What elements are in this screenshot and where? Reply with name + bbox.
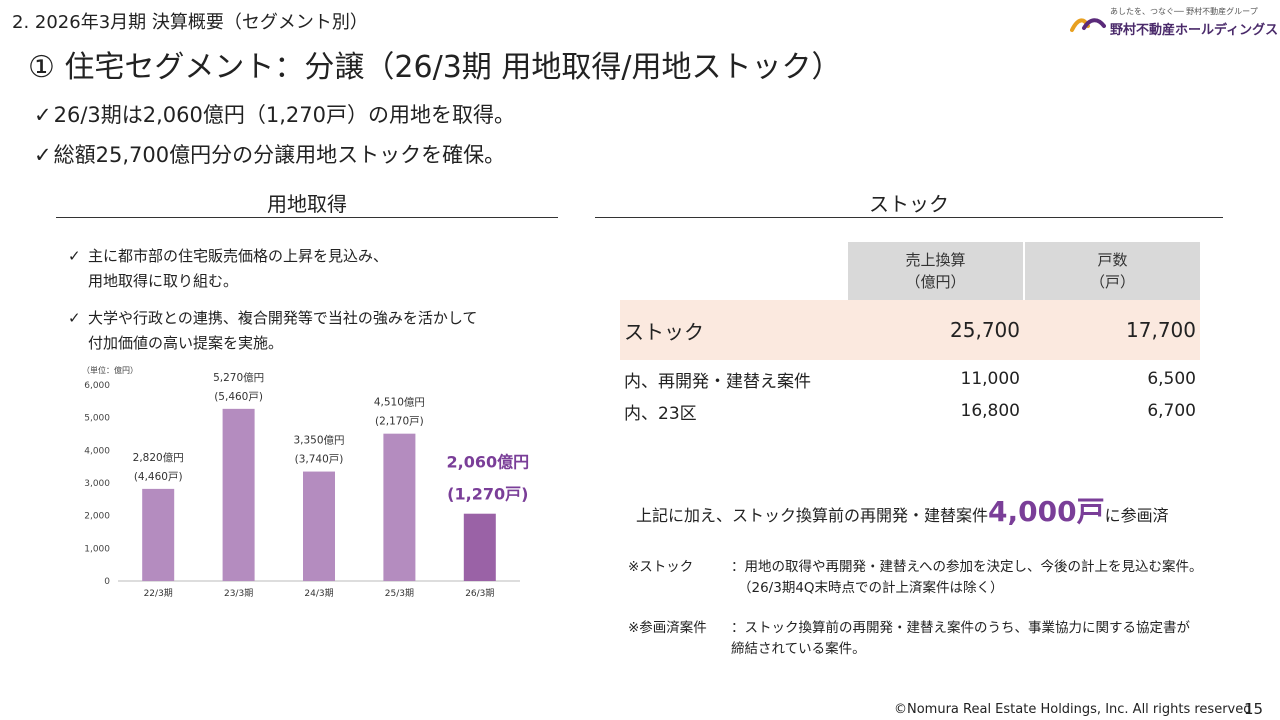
land-acquisition-heading: 用地取得 — [267, 192, 347, 216]
x-tick-label: 25/3期 — [385, 588, 414, 599]
data-label-units: (2,170戸) — [375, 416, 424, 428]
y-tick-label: 2,000 — [84, 512, 110, 522]
y-tick-label: 5,000 — [84, 414, 110, 424]
logo-name: 野村不動産ホールディングス — [1110, 23, 1279, 38]
data-label-units: (3,740戸) — [295, 454, 344, 466]
y-tick-label: 3,000 — [84, 479, 110, 489]
row-label: 内、23区 — [624, 403, 697, 424]
bar-23/3期 — [222, 408, 255, 581]
column-header-sales: 売上換算 （億円） — [848, 242, 1025, 300]
bar-26/3期 — [463, 513, 496, 581]
page-number: 15 — [1244, 700, 1264, 718]
summary-bullet-text: 26/3期は2,060億円（1,270戸）の用地を取得。 — [53, 103, 516, 127]
data-label-value: 4,510億円 — [374, 396, 425, 409]
land-acquisition-chart: （単位：億円） 0 1,000 2,000 3,000 4,000 5,000 6,000 22… — [82, 365, 529, 599]
y-tick-label: 0 — [104, 577, 110, 587]
table-row: ストック 25,700 17,700 — [620, 300, 1200, 360]
units-value: 17,700 — [1024, 300, 1200, 360]
data-label-value: 5,270億円 — [213, 371, 264, 384]
data-label-value: 2,060億円 — [446, 453, 529, 472]
logo-mark-icon — [1070, 18, 1106, 32]
summary-bullet: ✓26/3期は2,060億円（1,270戸）の用地を取得。 — [34, 99, 515, 129]
y-tick-label: 6,000 — [84, 381, 110, 391]
x-tick-label: 24/3期 — [304, 588, 333, 599]
data-label-units: (5,460戸) — [214, 391, 263, 403]
data-label-units: (1,270戸) — [447, 485, 528, 504]
units-value: 6,700 — [1147, 401, 1196, 421]
table-row: 内、再開発・建替え案件 11,000 6,500 — [620, 360, 1200, 395]
bar-22/3期 — [142, 488, 175, 581]
table-row: 内、23区 16,800 6,700 — [620, 395, 1200, 427]
sales-value: 16,800 — [960, 401, 1020, 421]
x-tick-label: 22/3期 — [144, 588, 173, 599]
sales-value: 11,000 — [960, 369, 1020, 389]
participation-units-highlight: 4,000戸 — [988, 495, 1105, 528]
bar-24/3期 — [303, 471, 335, 581]
acquisition-note: ✓ 主に都市部の住宅販売価格の上昇を見込み、 用地取得に取り組む。 — [68, 244, 548, 294]
row-label: ストック — [620, 300, 848, 360]
summary-bullet: ✓総額25,700億円分の分譲用地ストックを確保。 — [34, 139, 505, 169]
table-header-row: 売上換算 （億円） 戸数 （戸） — [620, 242, 1200, 300]
copyright-notice: ©Nomura Real Estate Holdings, Inc. All r… — [894, 702, 1252, 717]
data-label-units: (4,460戸) — [134, 471, 183, 483]
footnote-participation: ※参画済案件 ：ストック換算前の再開発・建替え案件のうち、事業協力に関する協定書が… — [628, 620, 1190, 657]
sales-value: 25,700 — [848, 300, 1024, 360]
row-label: 内、再開発・建替え案件 — [624, 371, 811, 392]
stock-table: 売上換算 （億円） 戸数 （戸） ストック 25,700 17,700 内、再開… — [620, 242, 1200, 427]
units-value: 6,500 — [1147, 369, 1196, 389]
page-title: ① 住宅セグメント：分譲（26/3期 用地取得/用地ストック） — [28, 50, 842, 85]
chart-unit-label: （単位：億円） — [82, 365, 138, 375]
divider — [595, 217, 1223, 218]
checkmark-icon: ✓ — [68, 247, 81, 265]
x-tick-label: 23/3期 — [224, 588, 253, 599]
checkmark-icon: ✓ — [34, 143, 52, 167]
checkmark-icon: ✓ — [68, 309, 81, 327]
divider — [56, 217, 558, 218]
summary-bullet-text: 総額25,700億円分の分譲用地ストックを確保。 — [53, 143, 506, 167]
data-label-value: 3,350億円 — [293, 434, 344, 447]
bar-25/3期 — [383, 433, 416, 581]
x-tick-label: 26/3期 — [465, 588, 494, 599]
acquisition-note: ✓ 大学や行政との連携、複合開発等で当社の強みを活かして 付加価値の高い提案を実施… — [68, 306, 548, 356]
participation-note: 上記に加え、ストック換算前の再開発・建替案件4,000戸に参画済 — [636, 495, 1169, 528]
column-header-units: 戸数 （戸） — [1024, 242, 1200, 300]
y-tick-label: 4,000 — [84, 446, 110, 456]
y-tick-label: 1,000 — [84, 544, 110, 554]
footnote-stock: ※ストック ：用地の取得や再開発・建替えへの参加を決定し、今後の計上を見込む案件。… — [628, 559, 1203, 596]
logo-tagline: あしたを、つなぐ── 野村不動産グループ — [1110, 7, 1258, 16]
stock-heading: ストック — [869, 192, 949, 216]
data-label-value: 2,820億円 — [133, 451, 184, 464]
checkmark-icon: ✓ — [34, 103, 52, 127]
section-title: 2. 2026年3月期 決算概要（セグメント別） — [12, 12, 368, 33]
company-logo: あしたを、つなぐ── 野村不動産グループ 野村不動産ホールディングス — [1070, 6, 1278, 40]
